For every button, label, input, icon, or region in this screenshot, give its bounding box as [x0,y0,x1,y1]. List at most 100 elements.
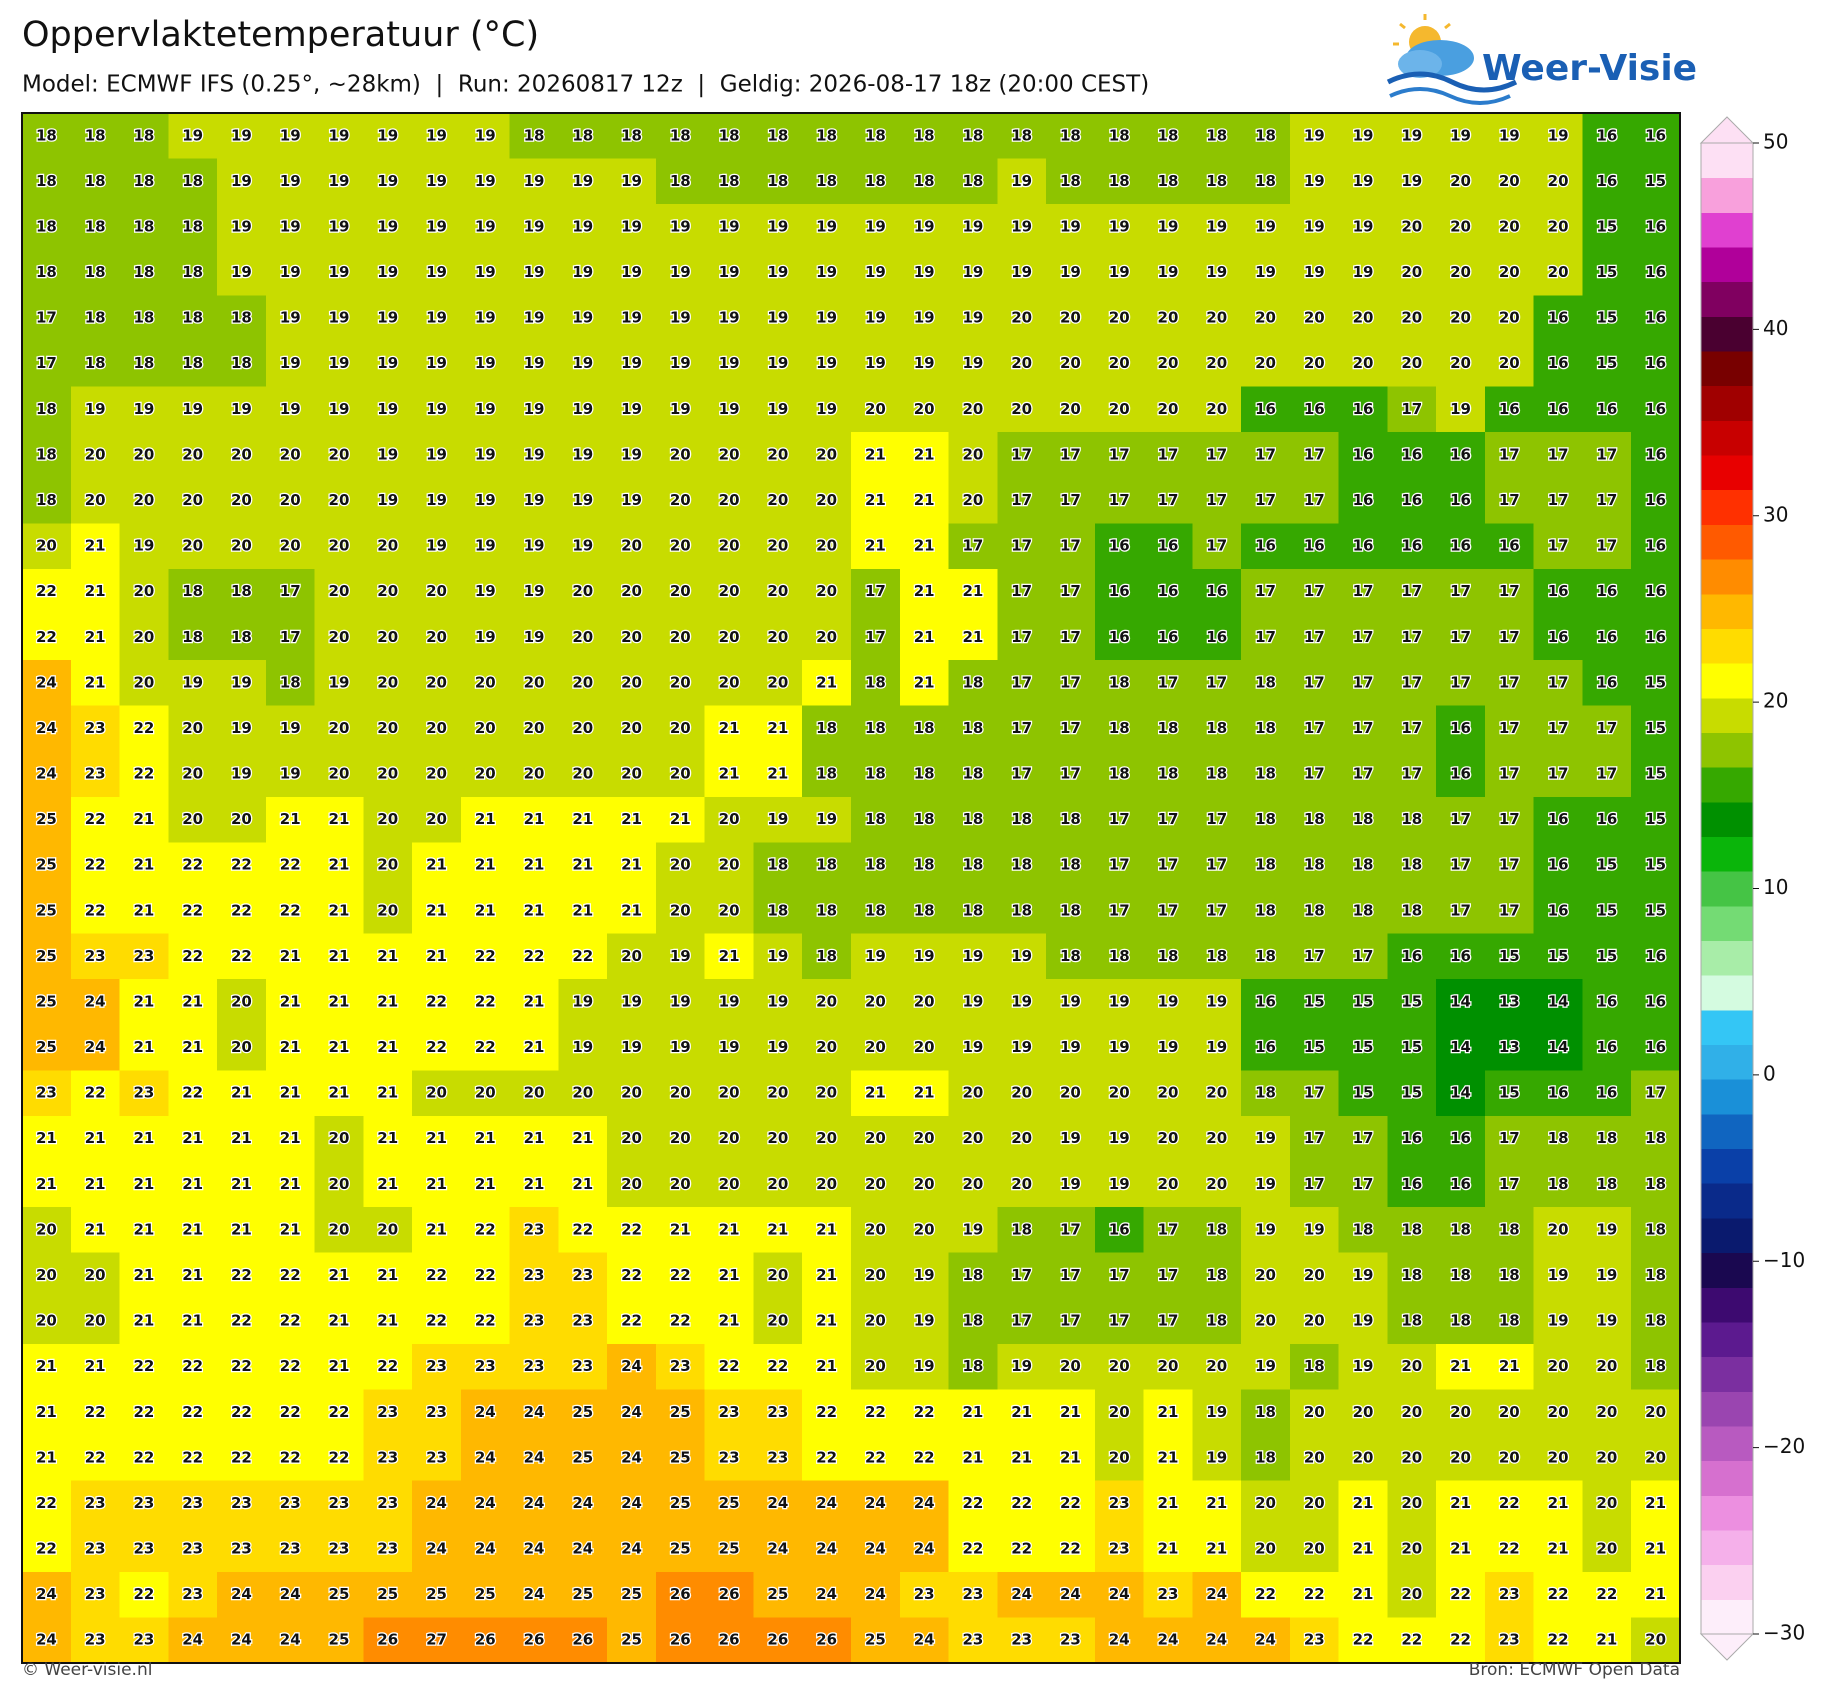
temp-cell [655,1343,706,1391]
temp-label: 23 [1304,1631,1325,1649]
temp-label: 19 [1353,217,1374,235]
temp-label: 19 [377,491,398,509]
temp-cell [1631,432,1681,479]
temp-cell [802,568,852,616]
temp-cell [704,979,755,1026]
temp-label: 20 [865,1175,886,1193]
temp-cell [1484,523,1535,570]
temp-label: 18 [36,263,57,281]
temp-label: 18 [1255,856,1276,874]
temp-cell [1533,1070,1584,1117]
temp-cell [1533,842,1584,889]
temp-label: 22 [865,1403,886,1421]
temp-label: 20 [719,1175,740,1193]
temp-cell [1094,1070,1145,1117]
temp-cell [1387,979,1437,1026]
temp-label: 21 [865,537,886,555]
temp-label: 24 [914,1631,935,1649]
temp-label: 19 [767,992,788,1010]
colorbar-bin [1701,1148,1753,1184]
temp-label: 21 [767,765,788,783]
temp-cell [70,888,121,935]
temp-cell [1631,1435,1681,1482]
temp-cell [314,113,364,160]
temp-label: 16 [1645,628,1666,646]
temp-cell [509,1343,560,1391]
temp-label: 24 [231,1631,252,1649]
temp-cell [1338,979,1389,1026]
temp-cell [412,1298,462,1345]
temp-label: 19 [962,1038,983,1056]
temp-label: 20 [572,765,593,783]
temp-label: 26 [572,1631,593,1649]
temp-cell [851,1252,901,1299]
temp-label: 18 [1304,810,1325,828]
temp-cell [509,796,560,844]
temp-label: 16 [1450,1175,1471,1193]
temp-cell [22,477,72,524]
temp-cell [655,113,706,160]
temp-cell [22,432,72,479]
temp-label: 22 [280,1357,301,1375]
temp-label: 20 [767,445,788,463]
temp-label: 20 [670,673,691,691]
temp-cell [1241,1617,1291,1664]
temp-cell [22,1207,72,1254]
temp-label: 19 [1158,992,1179,1010]
temp-label: 15 [1499,947,1520,965]
temp-cell [363,204,413,251]
temp-cell [1192,1161,1242,1208]
temp-label: 21 [572,901,593,919]
temp-label: 20 [1011,354,1032,372]
temp-label: 19 [670,309,691,327]
temp-label: 17 [1109,1266,1130,1284]
temp-label: 22 [426,1266,447,1284]
temp-cell [753,933,803,980]
temp-label: 20 [865,1220,886,1238]
temp-label: 21 [85,582,106,600]
temp-label: 24 [1109,1585,1130,1603]
colorbar-bin [1701,1391,1753,1427]
temp-cell [1241,842,1291,889]
temp-cell [119,933,169,980]
temp-label: 23 [524,1220,545,1238]
temp-cell [168,158,218,205]
temp-label: 19 [231,673,252,691]
temp-label: 17 [1596,537,1617,555]
temp-label: 15 [1304,992,1325,1010]
temp-cell [363,1024,413,1071]
temp-cell [70,568,121,616]
temp-cell [1631,979,1681,1026]
temp-label: 20 [1304,1448,1325,1466]
temp-cell [70,1024,121,1071]
temp-cell [753,523,803,570]
temp-label: 21 [426,1175,447,1193]
temp-label: 20 [1499,1448,1520,1466]
temp-cell [753,1480,803,1527]
temp-cell [314,158,364,205]
temp-label: 19 [377,217,398,235]
temp-label: 13 [1499,1038,1520,1056]
temp-label: 20 [1158,1175,1179,1193]
temp-cell [265,1480,316,1527]
temp-cell [1436,113,1486,160]
temp-cell [217,340,267,388]
temp-cell [948,340,998,388]
temp-cell [168,1435,218,1482]
temp-label: 17 [1060,537,1081,555]
temp-cell [558,1115,608,1163]
temp-label: 19 [670,1038,691,1056]
temp-label: 23 [85,1540,106,1558]
temp-cell [1192,842,1242,889]
temp-label: 17 [1206,491,1227,509]
temp-label: 17 [1304,445,1325,463]
temp-label: 18 [962,126,983,144]
temp-cell [509,1480,560,1527]
temp-cell [509,295,560,342]
temp-label: 20 [1548,217,1569,235]
temp-label: 20 [621,673,642,691]
temp-cell [1484,113,1535,160]
temp-cell [1582,386,1632,433]
temp-cell [1143,386,1193,433]
